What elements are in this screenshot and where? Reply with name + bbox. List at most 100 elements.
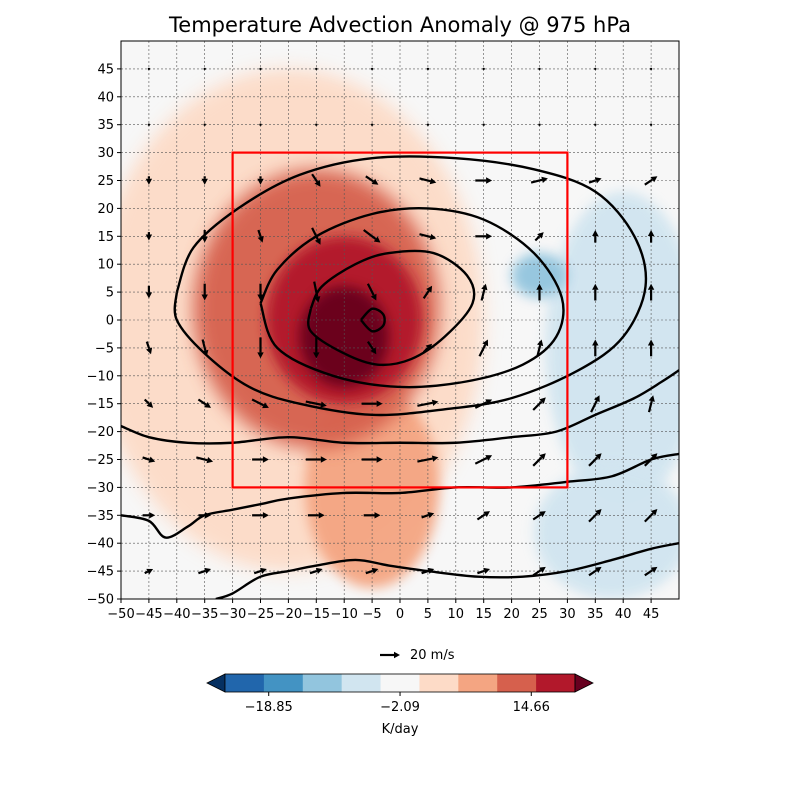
wind-vector-62 <box>252 512 269 519</box>
wind-vector-54 <box>361 456 383 463</box>
calm-point-15 <box>426 123 430 126</box>
wind-vector-11 <box>201 230 208 243</box>
y-tick-label-2: −40 <box>87 537 114 552</box>
wind-vector-55 <box>417 455 439 463</box>
colorbar-segment-6 <box>458 674 498 692</box>
wind-vector-51 <box>196 456 214 464</box>
wind-vector-5 <box>419 177 437 185</box>
wind-vector-77 <box>532 566 546 577</box>
wind-vector-78 <box>588 566 602 577</box>
colorbar-tick-label-2: 14.66 <box>513 700 550 715</box>
calm-point-5 <box>426 67 430 71</box>
x-tick-label-3: −35 <box>191 607 218 622</box>
wind-vector-19 <box>647 230 655 243</box>
wind-vector-39 <box>647 339 655 357</box>
contour-lines <box>121 155 679 599</box>
wind-vector-16 <box>475 233 493 240</box>
wind-vector-7 <box>530 176 548 184</box>
x-tick-label-1: −45 <box>135 607 162 622</box>
wind-vector-8 <box>588 177 602 184</box>
colorbar-segment-1 <box>263 674 304 692</box>
colorbar-segment-4 <box>380 674 420 692</box>
wind-vector-46 <box>474 399 493 409</box>
contour-7 <box>215 542 679 599</box>
colorbar-extend-low <box>206 673 226 693</box>
x-tick-label-17: 35 <box>587 607 604 622</box>
colorbar-extend-high <box>574 673 594 693</box>
calm-point-13 <box>315 123 318 126</box>
calm-point-1 <box>203 67 206 71</box>
calm-point-11 <box>203 123 206 126</box>
calm-point-17 <box>538 123 541 126</box>
wind-vector-67 <box>532 511 546 521</box>
x-tick-label-4: −30 <box>219 607 246 622</box>
wind-vector-76 <box>477 567 490 575</box>
colorbar-tick-label-0: −18.85 <box>245 700 293 715</box>
x-tick-label-9: −5 <box>363 607 382 622</box>
y-tick-label-19: 45 <box>97 62 114 77</box>
x-tick-label-2: −40 <box>163 607 190 622</box>
y-tick-label-10: 0 <box>106 314 114 329</box>
wind-vector-64 <box>363 512 381 519</box>
wind-vector-40 <box>143 398 154 408</box>
wind-vector-6 <box>475 177 493 184</box>
wind-vector-23 <box>313 281 321 303</box>
calm-point-16 <box>482 123 485 126</box>
wind-vector-28 <box>592 283 599 301</box>
wind-vector-45 <box>417 399 439 407</box>
y-tick-label-7: −15 <box>87 397 114 412</box>
wind-vector-50 <box>142 456 156 463</box>
y-tick-label-6: −20 <box>87 425 114 440</box>
y-tick-label-0: −50 <box>87 593 114 608</box>
wind-vector-9 <box>644 176 658 186</box>
wind-vector-13 <box>311 227 321 245</box>
x-tick-label-15: 25 <box>531 607 548 622</box>
calm-point-6 <box>482 67 485 71</box>
x-tick-label-10: 0 <box>396 607 404 622</box>
wind-vector-10 <box>145 232 153 241</box>
x-tick-label-18: 40 <box>615 607 632 622</box>
wind-vector-15 <box>419 233 437 241</box>
x-tick-label-8: −10 <box>330 607 357 622</box>
y-tick-label-9: −5 <box>95 341 114 356</box>
wind-vector-72 <box>253 567 267 575</box>
wind-vector-43 <box>305 400 327 408</box>
y-tick-label-8: −10 <box>87 369 114 384</box>
wind-vector-27 <box>536 283 543 301</box>
colorbar-tick-label-1: −2.09 <box>380 700 420 715</box>
x-tick-label-16: 30 <box>559 607 576 622</box>
wind-vector-49 <box>647 395 655 413</box>
y-tick-label-5: −25 <box>87 453 114 468</box>
contour-4 <box>173 155 648 417</box>
colorbar-segment-2 <box>302 674 343 692</box>
wind-vector-60 <box>142 512 156 519</box>
contour-5 <box>121 369 679 445</box>
x-tick-label-5: −25 <box>247 607 274 622</box>
wind-vector-3 <box>311 173 321 187</box>
y-tick-label-11: 5 <box>106 286 114 301</box>
wind-vector-42 <box>251 398 269 409</box>
wind-vector-0 <box>145 176 153 185</box>
colorbar-segment-5 <box>419 674 459 692</box>
contour-1 <box>360 307 386 333</box>
x-tick-label-19: 45 <box>643 607 660 622</box>
wind-vector-75 <box>421 567 435 575</box>
x-tick-label-7: −15 <box>303 607 330 622</box>
y-tick-label-15: 25 <box>97 174 114 189</box>
wind-vector-34 <box>366 340 377 355</box>
wind-vector-14 <box>363 229 381 243</box>
wind-vector-56 <box>474 455 493 465</box>
wind-vector-73 <box>309 567 323 575</box>
wind-vector-71 <box>198 567 211 575</box>
wind-vector-44 <box>361 400 383 407</box>
wind-vectors <box>142 67 658 577</box>
y-tick-label-18: 40 <box>97 90 114 105</box>
wind-vector-53 <box>305 456 327 463</box>
chart-title: Temperature Advection Anomaly @ 975 hPa <box>168 13 631 37</box>
wind-vector-25 <box>422 285 433 300</box>
wind-vector-22 <box>257 283 264 301</box>
wind-vector-74 <box>365 567 379 575</box>
wind-vector-38 <box>592 339 599 357</box>
wind-vector-26 <box>480 283 488 301</box>
x-tick-label-11: 5 <box>424 607 432 622</box>
